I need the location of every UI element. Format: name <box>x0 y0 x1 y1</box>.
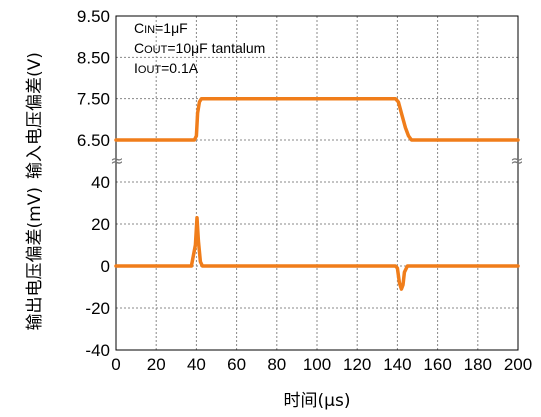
y-axis-title-upper: 输入电压偏差(V) <box>25 52 45 179</box>
x-tick-labels: 0 20 40 60 80 100 120 140 160 180 200 <box>111 355 532 374</box>
x-tick-label-5: 100 <box>303 355 331 374</box>
y-tick-label-upper-3: 6.50 <box>77 131 110 150</box>
y-axis-titles: 输出电压偏差(mV) 输入电压偏差(V) <box>25 52 45 330</box>
y-tick-label-lower-1: 20 <box>91 215 110 234</box>
legend-line-2-part-1: OUT <box>138 64 162 76</box>
legend-line-0-part-1: IN <box>144 24 155 36</box>
y-tick-label-lower-2: 0 <box>101 257 110 276</box>
y-axis-title-lower: 输出电压偏差(mV) <box>25 187 45 330</box>
y-tick-label-upper-0: 9.50 <box>77 7 110 26</box>
x-tick-label-6: 120 <box>343 355 371 374</box>
legend-line-2-part-0: I <box>134 60 138 76</box>
y-tick-label-lower-3: -20 <box>85 299 110 318</box>
plot-frame-rect <box>115 15 519 351</box>
y-tick-labels: 9.50 8.50 7.50 6.50 40 20 0 -20 -40 <box>77 7 110 360</box>
x-tick-label-3: 60 <box>227 355 246 374</box>
axis-break-marks: ≈ ≈ <box>110 151 523 170</box>
plot-area <box>116 16 518 350</box>
legend-line-0: CIN=1μF <box>134 20 188 36</box>
x-tick-label-9: 180 <box>464 355 492 374</box>
x-tick-label-0: 0 <box>111 355 120 374</box>
x-tick-label-1: 20 <box>147 355 166 374</box>
legend-line-0-part-0: C <box>134 20 144 36</box>
plot-frame <box>115 15 519 351</box>
series-group <box>114 96 520 291</box>
legend-line-1-part-2: =10μF tantalum <box>167 40 265 56</box>
y-tick-label-upper-1: 8.50 <box>77 48 110 67</box>
legend-line-1-part-1: OUT <box>144 44 168 56</box>
x-axis-title: 时间(μs) <box>284 391 351 411</box>
legend-line-1-part-0: C <box>134 40 144 56</box>
legend-line-2: IOUT=0.1A <box>134 60 199 76</box>
legend-line-0-part-2: =1μF <box>155 20 188 36</box>
x-tick-label-10: 200 <box>504 355 532 374</box>
x-tick-label-2: 40 <box>187 355 206 374</box>
break-mark-left: ≈ <box>110 151 123 170</box>
series-line-upper <box>114 96 520 142</box>
x-tick-label-8: 160 <box>423 355 451 374</box>
y-tick-label-lower-4: -40 <box>85 341 110 360</box>
legend-line-1: COUT=10μF tantalum <box>134 40 265 56</box>
break-mark-right: ≈ <box>510 151 523 170</box>
legend-line-2-part-2: =0.1A <box>161 60 199 76</box>
series-line-lower <box>114 215 520 291</box>
y-tick-label-lower-0: 40 <box>91 173 110 192</box>
x-tick-label-4: 80 <box>267 355 286 374</box>
y-tick-label-upper-2: 7.50 <box>77 90 110 109</box>
x-tick-label-7: 140 <box>383 355 411 374</box>
